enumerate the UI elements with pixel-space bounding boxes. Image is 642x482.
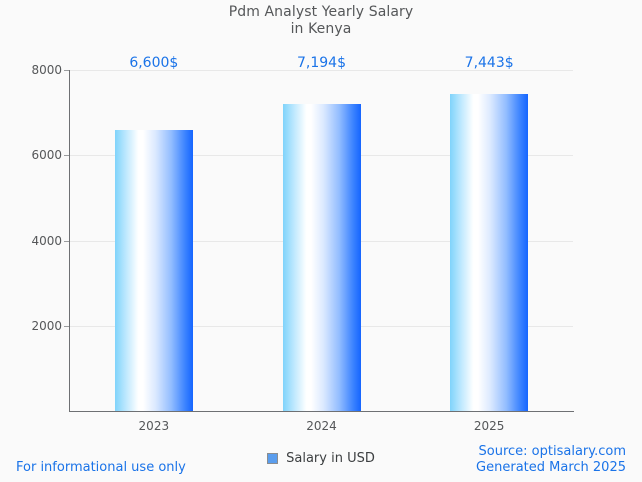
y-axis-tick-label: 6000 [31, 148, 62, 163]
gridline [70, 70, 573, 71]
x-axis-label-2023: 2023 [138, 419, 170, 433]
y-axis-tick-label: 2000 [31, 318, 62, 333]
value-label-2023: 6,600$ [129, 55, 179, 71]
value-label-2025: 7,443$ [464, 55, 514, 71]
footer-disclaimer: For informational use only [16, 460, 186, 475]
plot-area [70, 70, 573, 411]
bar-2023[interactable] [114, 129, 193, 411]
y-axis-tick: 2000 [0, 320, 62, 332]
legend-item-salary-in-usd[interactable]: Salary in USD [267, 451, 375, 466]
y-axis-tick-mark [64, 70, 70, 71]
chart-title: Pdm Analyst Yearly Salary in Kenya [0, 4, 642, 38]
footer-source-block: Source: optisalary.com Generated March 2… [476, 444, 626, 476]
chart-legend: Salary in USD [0, 451, 642, 466]
legend-item-label: Salary in USD [286, 451, 375, 466]
y-axis-tick: 6000 [0, 149, 62, 161]
y-axis-line [69, 70, 70, 412]
y-axis-tick-mark [64, 325, 70, 327]
footer-generated: Generated March 2025 [476, 460, 626, 475]
bar-2025[interactable] [450, 93, 529, 411]
y-axis-tick-label: 8000 [31, 63, 62, 77]
legend-color-swatch-icon [267, 453, 279, 464]
y-axis-tick-label: 4000 [31, 233, 62, 248]
y-axis-tick: 8000 [0, 64, 62, 76]
y-axis-tick-mark [64, 155, 70, 157]
footer-source: Source: optisalary.com [478, 444, 626, 459]
y-axis-tick: 4000 [0, 235, 62, 247]
bar-2024[interactable] [282, 104, 361, 411]
value-label-2024: 7,194$ [297, 55, 346, 71]
x-axis-label-2024: 2024 [306, 419, 337, 433]
x-axis-label-2025: 2025 [473, 419, 505, 433]
chart-title-line1: Pdm Analyst Yearly Salary [228, 4, 414, 20]
x-axis-line [69, 411, 574, 412]
y-axis-tick-mark [64, 240, 70, 242]
chart-title-line2: in Kenya [290, 21, 352, 37]
